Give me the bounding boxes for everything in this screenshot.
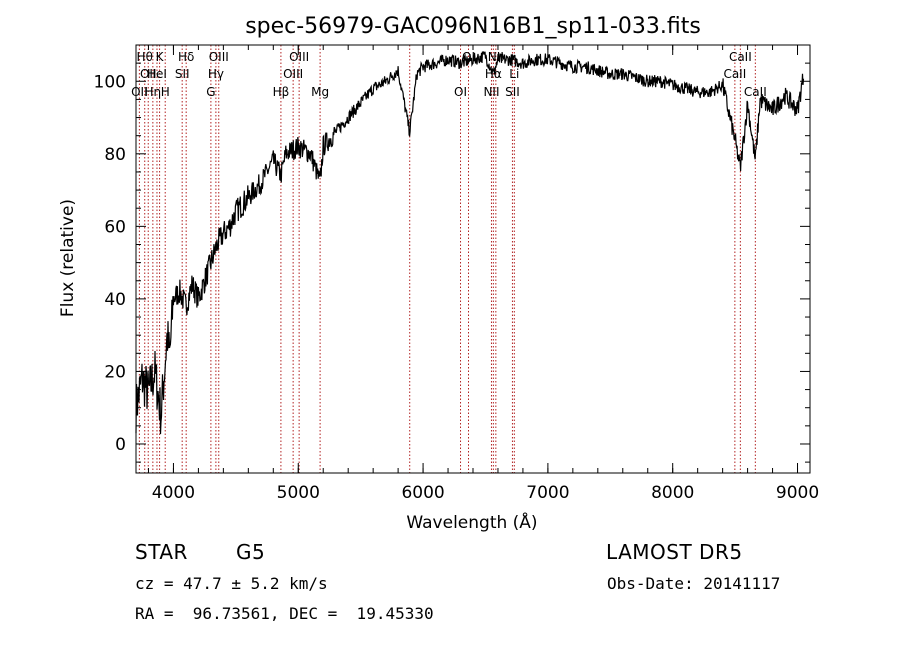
- chart-title: spec-56979-GAC096N16B1_sp11-033.fits: [245, 14, 701, 39]
- y-tick-label-5: 100: [94, 72, 126, 92]
- line-label-2: OII: [140, 67, 157, 81]
- line-label-1: Hθ: [137, 50, 153, 64]
- line-label-5: K: [156, 50, 165, 64]
- line-label-25: CaII: [729, 50, 752, 64]
- line-label-10: Hγ: [208, 67, 224, 81]
- x-axis-title: Wavelength (Å): [406, 511, 537, 533]
- line-label-26: CaII: [744, 85, 767, 99]
- object-class: STAR: [135, 540, 188, 564]
- line-label-23: Li: [509, 67, 519, 81]
- x-tick-label-4: 8000: [651, 483, 694, 503]
- spectrum-series-line: [135, 51, 805, 435]
- y-tick-label-0: 0: [115, 435, 126, 455]
- y-tick-label-3: 60: [104, 217, 126, 237]
- x-tick-label-5: 9000: [776, 483, 819, 503]
- spectral-line-markers: [138, 45, 756, 473]
- y-tick-label-4: 80: [104, 145, 126, 165]
- line-label-11: OIII: [209, 50, 229, 64]
- line-label-19: NII: [483, 85, 499, 99]
- line-label-8: Hδ: [178, 50, 194, 64]
- line-label-0: OII: [131, 85, 148, 99]
- line-label-9: G: [206, 85, 215, 99]
- obs-date: Obs-Date: 20141117: [607, 574, 781, 593]
- x-tick-label-1: 5000: [277, 483, 320, 503]
- line-label-14: OIII: [289, 50, 309, 64]
- y-axis-title: Flux (relative): [58, 199, 78, 317]
- x-tick-label-0: 4000: [152, 483, 195, 503]
- line-label-12: Hβ: [273, 85, 290, 99]
- line-label-6: H: [161, 85, 170, 99]
- line-label-21: NII: [488, 50, 504, 64]
- line-label-20: Hα: [485, 67, 502, 81]
- line-label-3: Hη: [145, 85, 162, 99]
- y-tick-label-2: 40: [104, 290, 126, 310]
- line-label-15: Mg: [311, 85, 329, 99]
- line-label-17: OI: [454, 85, 467, 99]
- object-subclass: G5: [236, 540, 266, 564]
- survey-name: LAMOST DR5: [606, 540, 743, 564]
- line-label-4: HeI: [147, 67, 167, 81]
- axis-ticks: 4000 5000 6000 7000 8000 9000 0 20 40 60 80 100: [94, 45, 819, 503]
- y-tick-label-1: 20: [104, 362, 126, 382]
- line-label-7: SII: [175, 67, 190, 81]
- plot-frame: [135, 44, 811, 474]
- x-tick-label-3: 7000: [526, 483, 569, 503]
- line-label-18: OI: [462, 50, 475, 64]
- line-label-22: SII: [505, 85, 520, 99]
- x-tick-label-2: 6000: [401, 483, 444, 503]
- line-label-24: CaII: [723, 67, 746, 81]
- redshift-cz: cz = 47.7 ± 5.2 km/s: [135, 574, 328, 593]
- line-label-13: OIII: [283, 67, 303, 81]
- ra-dec: RA = 96.73561, DEC = 19.45330: [135, 604, 434, 623]
